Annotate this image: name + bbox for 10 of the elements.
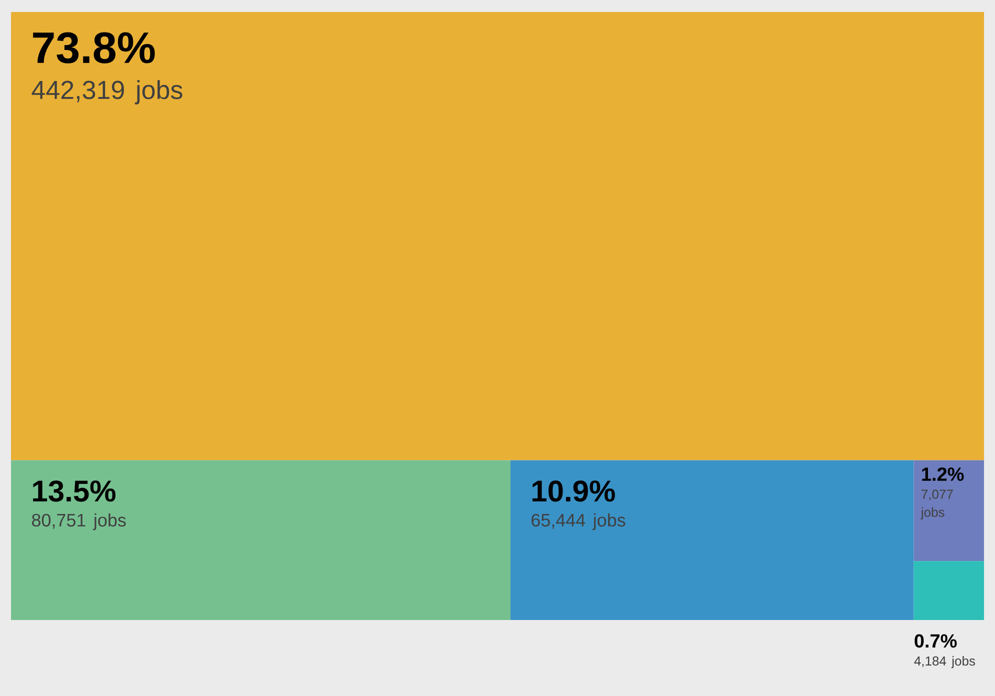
data-label: 1.2% bbox=[922, 467, 964, 481]
text: 80,751 jobs bbox=[32, 513, 126, 530]
text: 65,444 jobs bbox=[532, 513, 626, 530]
text: 442,319 jobs bbox=[32, 80, 182, 104]
text: 7,077 jobs bbox=[920, 490, 953, 520]
data-label: 13.5% bbox=[33, 480, 116, 502]
data-label: 73.8% bbox=[33, 32, 155, 64]
data-label: 0.7% bbox=[914, 634, 957, 648]
data-label: 10.9% bbox=[532, 480, 615, 502]
text: 4,184 jobs bbox=[914, 656, 976, 668]
